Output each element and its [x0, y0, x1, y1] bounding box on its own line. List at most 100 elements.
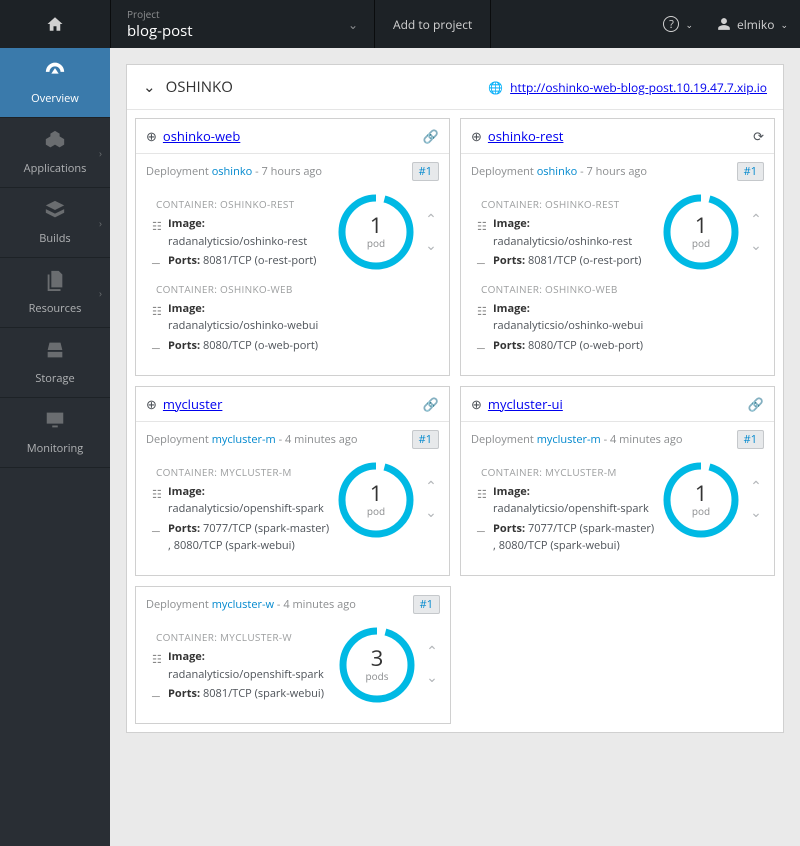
- sidebar-item-label: Applications: [24, 161, 87, 176]
- link-icon[interactable]: 🔗: [748, 395, 764, 413]
- deployment-link[interactable]: oshinko: [537, 164, 578, 179]
- container-block: CONTAINER: OSHINKO-WEB Image:radanalytic…: [469, 278, 658, 355]
- help-menu[interactable]: ? ⌄: [651, 0, 705, 48]
- pod-donut[interactable]: 1pod: [662, 193, 740, 271]
- deployment-row: Deployment mycluster-m - 4 minutes ago #…: [136, 422, 449, 457]
- image-field: Image:radanalyticsio/oshinko-webui: [469, 300, 658, 335]
- topbar: Project blog-post ⌄ Add to project ? ⌄ e…: [0, 0, 800, 48]
- scale-down-button[interactable]: ⌄: [421, 503, 441, 523]
- deployment-card: ⊕ mycluster-ui 🔗 Deployment mycluster-m …: [460, 386, 775, 576]
- card-header: ⊕ oshinko-web 🔗: [136, 119, 449, 154]
- ports-field: Ports: 8080/TCP (o-web-port): [144, 337, 333, 355]
- rc-badge[interactable]: #1: [737, 430, 764, 449]
- container-block: CONTAINER: MYCLUSTER-W Image:radanalytic…: [144, 626, 334, 703]
- service-link[interactable]: mycluster-ui: [488, 395, 563, 413]
- deployment-card: ⊕ oshinko-web 🔗 Deployment oshinko - 7 h…: [135, 118, 450, 376]
- pod-donut[interactable]: 1pod: [337, 461, 415, 539]
- deployment-link[interactable]: mycluster-m: [537, 432, 601, 447]
- username: elmiko: [737, 16, 774, 33]
- project-selector[interactable]: Project blog-post ⌄: [110, 0, 375, 48]
- link-icon[interactable]: 🔗: [423, 395, 439, 413]
- rc-badge[interactable]: #1: [412, 162, 439, 181]
- container-block: CONTAINER: OSHINKO-REST Image:radanalyti…: [469, 193, 658, 270]
- sidebar-item-monitoring[interactable]: Monitoring: [0, 398, 110, 468]
- sidebar-item-applications[interactable]: Applications ›: [0, 118, 110, 188]
- route-url-link[interactable]: http://oshinko-web-blog-post.10.19.47.7.…: [510, 79, 767, 96]
- ports-field: Ports: 7077/TCP (spark-master) , 8080/TC…: [469, 520, 658, 555]
- pod-count: 1: [370, 482, 383, 504]
- pod-count: 1: [695, 214, 708, 236]
- service-link[interactable]: mycluster: [163, 395, 222, 413]
- app-title: OSHINKO: [166, 77, 233, 97]
- pod-donut[interactable]: 1pod: [337, 193, 415, 271]
- card-header: ⊕ mycluster 🔗: [136, 387, 449, 422]
- image-field: Image:radanalyticsio/oshinko-webui: [144, 300, 333, 335]
- deployment-link[interactable]: oshinko: [212, 164, 253, 179]
- ports-field: Ports: 8080/TCP (o-web-port): [469, 337, 658, 355]
- deployment-row: Deployment oshinko - 7 hours ago #1: [136, 154, 449, 189]
- deployment-link[interactable]: mycluster-m: [212, 432, 276, 447]
- pod-donut[interactable]: 1pod: [662, 461, 740, 539]
- rc-badge[interactable]: #1: [412, 430, 439, 449]
- rc-badge[interactable]: #1: [413, 595, 440, 614]
- sidebar-item-resources[interactable]: Resources ›: [0, 258, 110, 328]
- container-title: CONTAINER: OSHINKO-WEB: [469, 278, 658, 300]
- scale-down-button[interactable]: ⌄: [421, 235, 441, 255]
- container-block: CONTAINER: MYCLUSTER-M Image:radanalytic…: [144, 461, 333, 555]
- add-to-project-button[interactable]: Add to project: [375, 0, 491, 48]
- chevron-down-icon: ⌄: [348, 16, 358, 33]
- panel-header: ⌄ OSHINKO 🌐 http://oshinko-web-blog-post…: [127, 65, 783, 110]
- service-link[interactable]: oshinko-rest: [488, 127, 564, 145]
- scale-up-button[interactable]: ⌃: [746, 477, 766, 497]
- refresh-icon[interactable]: ⟳: [753, 127, 764, 145]
- sidebar-item-builds[interactable]: Builds ›: [0, 188, 110, 258]
- service-link[interactable]: oshinko-web: [163, 127, 240, 145]
- chevron-right-icon: ›: [99, 216, 102, 230]
- chevron-right-icon: ›: [99, 286, 102, 300]
- card-header: ⊕ oshinko-rest ⟳: [461, 119, 774, 154]
- deployment-card: Deployment mycluster-w - 4 minutes ago #…: [135, 586, 451, 724]
- scale-down-button[interactable]: ⌄: [746, 503, 766, 523]
- user-icon: [717, 17, 731, 31]
- layers-icon: [44, 199, 66, 227]
- deployment-row: Deployment oshinko - 7 hours ago #1: [461, 154, 774, 189]
- container-title: CONTAINER: MYCLUSTER-M: [144, 461, 333, 483]
- pod-label: pod: [692, 236, 710, 250]
- container-block: CONTAINER: MYCLUSTER-M Image:radanalytic…: [469, 461, 658, 555]
- link-icon[interactable]: 🔗: [423, 127, 439, 145]
- project-name: blog-post: [127, 21, 193, 41]
- sidebar-item-storage[interactable]: Storage: [0, 328, 110, 398]
- scale-down-button[interactable]: ⌄: [422, 668, 442, 688]
- home-button[interactable]: [0, 0, 110, 48]
- main-content: ⌄ OSHINKO 🌐 http://oshinko-web-blog-post…: [110, 48, 800, 846]
- deployment-row-group: ⊕ oshinko-web 🔗 Deployment oshinko - 7 h…: [135, 118, 775, 376]
- image-field: Image:radanalyticsio/openshift-spark: [144, 648, 334, 683]
- scale-up-button[interactable]: ⌃: [421, 477, 441, 497]
- pod-count: 1: [370, 214, 383, 236]
- tachometer-icon: [44, 59, 66, 87]
- card-header: ⊕ mycluster-ui 🔗: [461, 387, 774, 422]
- chevron-down-icon: ⌄: [685, 18, 693, 31]
- scale-up-button[interactable]: ⌃: [421, 209, 441, 229]
- ports-field: Ports: 8081/TCP (spark-webui): [144, 685, 334, 703]
- pod-count: 3: [371, 647, 384, 669]
- service-icon: ⊕: [471, 127, 482, 145]
- chevron-right-icon: ›: [99, 146, 102, 160]
- scale-up-button[interactable]: ⌃: [422, 642, 442, 662]
- project-label: Project: [127, 7, 193, 21]
- container-title: CONTAINER: OSHINKO-REST: [469, 193, 658, 215]
- scale-down-button[interactable]: ⌄: [746, 235, 766, 255]
- pod-label: pod: [367, 504, 385, 518]
- collapse-toggle[interactable]: ⌄: [143, 77, 156, 97]
- deployment-card: ⊕ mycluster 🔗 Deployment mycluster-m - 4…: [135, 386, 450, 576]
- user-menu[interactable]: elmiko ⌄: [705, 0, 800, 48]
- scale-up-button[interactable]: ⌃: [746, 209, 766, 229]
- service-icon: ⊕: [471, 395, 482, 413]
- sidebar-item-overview[interactable]: Overview: [0, 48, 110, 118]
- rc-badge[interactable]: #1: [737, 162, 764, 181]
- ports-field: Ports: 8081/TCP (o-rest-port): [469, 252, 658, 270]
- deployment-link[interactable]: mycluster-w: [212, 597, 274, 612]
- container-title: CONTAINER: MYCLUSTER-W: [144, 626, 334, 648]
- pod-donut[interactable]: 3pods: [338, 626, 416, 704]
- ports-field: Ports: 8081/TCP (o-rest-port): [144, 252, 333, 270]
